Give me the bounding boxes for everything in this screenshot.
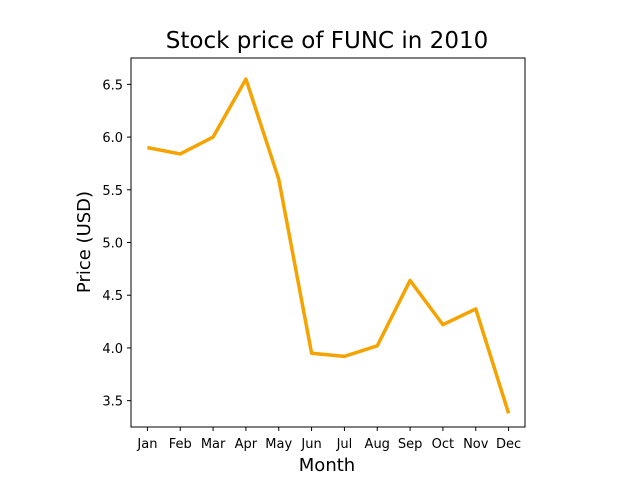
y-tick-label: 5.0 — [102, 237, 123, 252]
x-tick-label: Apr — [235, 437, 258, 452]
x-tick-label: Oct — [432, 437, 454, 452]
x-tick-label: Mar — [201, 437, 226, 452]
y-tick-label: 4.0 — [102, 342, 123, 357]
y-axis-title: Price (USD) — [74, 191, 95, 293]
plot-area: 3.5 4.0 4.5 5.0 5.5 6.0 6.5 Jan Feb Mar Apr May Jun… — [102, 58, 525, 452]
series-layer — [147, 79, 508, 413]
y-tick-label: 3.5 — [102, 395, 123, 410]
x-tick-label: Jun — [300, 437, 321, 452]
chart-title: Stock price of FUNC in 2010 — [166, 28, 488, 54]
y-axis: 3.5 4.0 4.5 5.0 5.5 6.0 6.5 — [102, 78, 131, 409]
x-tick-label: Aug — [365, 437, 390, 452]
x-axis: Jan Feb Mar Apr May Jun Jul Aug Sep Oct Nov Dec — [136, 427, 521, 452]
x-tick-label: Dec — [496, 437, 521, 452]
x-axis-title: Month — [299, 455, 355, 476]
y-tick-label: 6.0 — [102, 131, 123, 146]
price-line — [147, 79, 508, 413]
x-tick-label: Nov — [463, 437, 489, 452]
y-tick-label: 5.5 — [102, 184, 123, 199]
x-tick-label: Jul — [336, 437, 353, 452]
y-tick-label: 4.5 — [102, 289, 123, 304]
x-tick-label: Sep — [398, 437, 423, 452]
plot-frame — [131, 58, 525, 427]
x-tick-label: Jan — [136, 437, 157, 452]
x-tick-label: Feb — [169, 437, 192, 452]
y-tick-label: 6.5 — [102, 78, 123, 93]
x-tick-label: May — [265, 437, 292, 452]
